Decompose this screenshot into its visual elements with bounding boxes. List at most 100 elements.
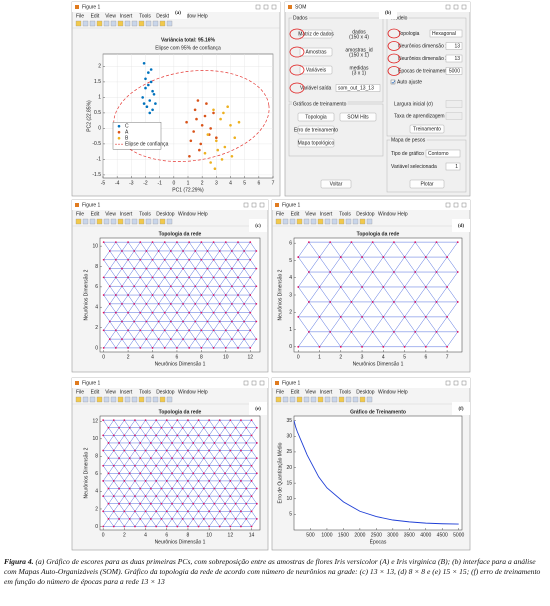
neuron-link [225, 338, 233, 349]
neuron-link [152, 312, 159, 322]
x-axis-label: Neurônios Dimensão 1 [155, 361, 206, 367]
neuron-link [246, 511, 252, 520]
window-button [461, 380, 467, 386]
neuron [134, 434, 136, 437]
neuron-link [182, 495, 189, 504]
neuron-link [230, 420, 236, 428]
neuron-link [219, 503, 226, 512]
neuron-link [121, 286, 129, 296]
neuron [176, 510, 179, 513]
neuron [127, 311, 129, 314]
neuron-link [425, 331, 437, 347]
neuron [112, 495, 115, 498]
neuron-link [146, 277, 153, 287]
neuron-link [103, 330, 110, 340]
window-button [263, 4, 269, 10]
neuron-link [235, 442, 242, 451]
neuron-link [231, 242, 239, 252]
neuron [182, 285, 184, 288]
neuron [118, 517, 120, 520]
x-tick-label: 2000 [354, 532, 365, 538]
toolbar-icon [338, 218, 345, 225]
neuron-link [188, 242, 196, 252]
neuron-link [225, 286, 233, 296]
menu-item: Insert [120, 13, 133, 19]
neuron-link [372, 271, 384, 288]
neuron-link [171, 465, 178, 474]
neuron-link [237, 294, 245, 304]
point [148, 111, 152, 115]
neuron [414, 241, 417, 244]
neuron [134, 449, 136, 452]
neuron-link [158, 338, 165, 349]
neuron-link [127, 277, 135, 287]
neuron-link [146, 330, 153, 340]
neuron-link [103, 250, 110, 260]
neuron [350, 301, 353, 303]
neuron-link [224, 473, 231, 482]
neuron [249, 294, 252, 296]
menu-item: Insert [120, 211, 133, 217]
neuron [218, 320, 221, 323]
neuron-link [203, 511, 210, 520]
neuron-link [230, 495, 236, 504]
neuron-link [171, 518, 178, 527]
neuron-link [134, 450, 141, 459]
neuron-link [127, 321, 135, 331]
neuron-link [187, 458, 194, 466]
neuron [224, 241, 227, 244]
neuron [102, 480, 105, 482]
neuron [176, 480, 179, 482]
button [409, 179, 445, 189]
x-tick-label: 6 [257, 180, 260, 186]
neuron-link [182, 427, 189, 436]
neuron-link [436, 271, 448, 288]
neuron-link [250, 330, 257, 340]
neuron-link [372, 241, 384, 258]
neuron [176, 276, 178, 279]
neuron [157, 320, 160, 323]
neuron-link [113, 473, 120, 482]
neuron [194, 250, 197, 252]
window-title: Figure 1 [82, 203, 101, 209]
neuron [245, 517, 248, 520]
neuron-link [250, 303, 257, 313]
neuron-link [361, 286, 373, 303]
neuron-link [198, 511, 205, 520]
neuron-link [361, 271, 373, 288]
toolbar-icon [124, 20, 131, 27]
x-tick-label: 4 [151, 354, 154, 360]
neuron-link [193, 420, 199, 428]
neuron [192, 426, 195, 429]
x-tick-label: 3 [215, 180, 218, 186]
neuron-link [235, 488, 242, 497]
neuron-link [225, 259, 233, 269]
x-tick-label: 7 [272, 180, 275, 186]
toolbar-icon [352, 218, 359, 225]
neuron [218, 338, 221, 341]
toolbar-icon [96, 396, 103, 403]
neuron [127, 294, 129, 296]
neuron [435, 271, 438, 273]
neuron-link [102, 450, 109, 459]
neuron [229, 434, 232, 437]
toolbar-icon [366, 218, 373, 225]
neuron [208, 419, 211, 422]
neuron-link [383, 331, 395, 347]
neuron-link [170, 250, 178, 260]
neuron [307, 330, 310, 333]
neuron [371, 241, 374, 244]
neuron-link [170, 312, 178, 322]
y-tick-label: 25 [286, 449, 292, 455]
neuron-link [129, 495, 136, 504]
neuron-link [187, 427, 194, 436]
neuron [255, 426, 258, 429]
neuron-link [208, 435, 215, 444]
neuron [250, 495, 253, 498]
field-label: Neurônios dimensão 2 [398, 56, 448, 62]
neuron-link [176, 330, 184, 340]
neuron-link [351, 301, 363, 318]
neuron-link [361, 316, 373, 332]
y-tick-label: 2 [98, 64, 101, 70]
neuron-link [214, 503, 220, 512]
